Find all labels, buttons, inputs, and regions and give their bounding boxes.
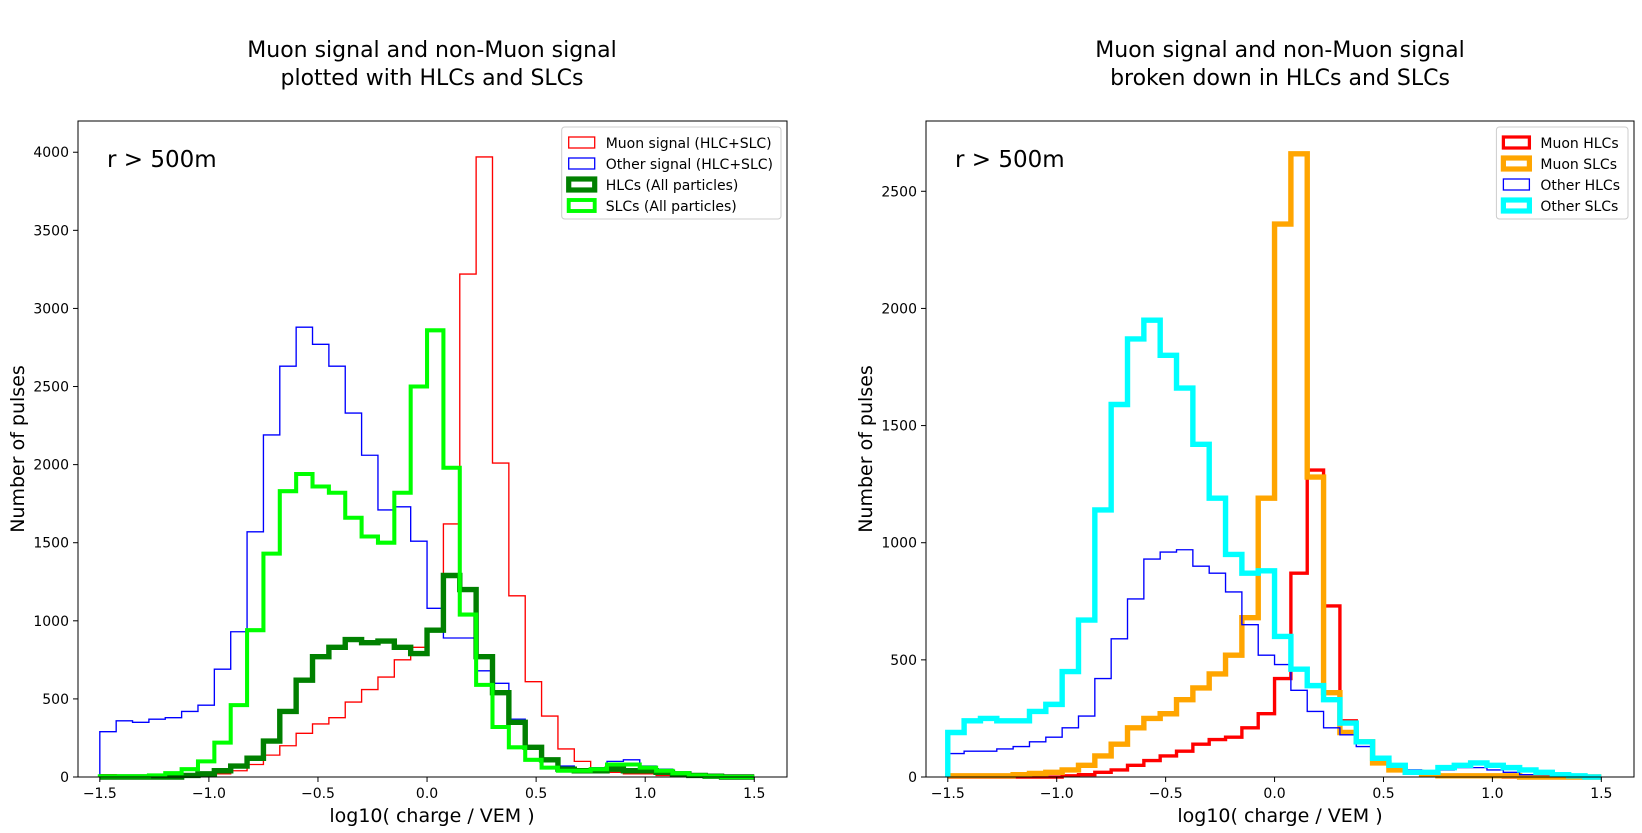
left-histogram-series-group xyxy=(97,156,755,780)
x-tick-label: 0.0 xyxy=(1263,786,1285,802)
y-tick-label: 3500 xyxy=(33,223,69,239)
left-plot-area xyxy=(78,121,787,777)
left-y-axis-label: Number of pulses xyxy=(7,365,29,533)
legend-swatch xyxy=(1502,178,1531,191)
y-tick-label: 2000 xyxy=(881,301,917,317)
legend-label: Other SLCs xyxy=(1540,199,1618,215)
left-x-axis-label: log10( charge / VEM ) xyxy=(329,805,534,827)
legend-swatch xyxy=(1500,197,1532,214)
histogram-series-2 xyxy=(947,549,1602,778)
right-annotation-text: r > 500m xyxy=(955,147,1065,173)
x-tick-label: 1.0 xyxy=(1481,786,1503,802)
left-annotation-text: r > 500m xyxy=(107,147,217,173)
left-legend: Muon signal (HLC+SLC) Other signal (HLC+S… xyxy=(561,126,782,220)
x-tick-label: −0.5 xyxy=(301,786,335,802)
legend-swatch xyxy=(568,157,596,170)
y-tick-label: 4000 xyxy=(33,145,69,161)
y-tick-label: 2500 xyxy=(881,184,917,200)
x-tick-label: 1.0 xyxy=(634,786,656,802)
y-tick-label: 2000 xyxy=(33,458,69,474)
histogram-series-3 xyxy=(97,328,755,780)
legend-label: HLCs (All particles) xyxy=(606,178,739,194)
x-tick-label: 1.5 xyxy=(1590,786,1612,802)
x-tick-label: −1.5 xyxy=(931,786,965,802)
y-tick-label: 3000 xyxy=(33,301,69,317)
right-y-axis-label: Number of pulses xyxy=(855,365,877,533)
legend-swatch xyxy=(566,198,597,213)
x-tick-label: −1.0 xyxy=(192,786,226,802)
legend-swatch xyxy=(1501,135,1532,150)
legend-box xyxy=(1495,126,1629,220)
left-chart-title-line-1: Muon signal and non-Muon signal xyxy=(247,38,616,63)
legend-label: Other signal (HLC+SLC) xyxy=(606,157,773,173)
right-chart-panel: Muon signal and non-Muon signal broken d… xyxy=(855,38,1635,827)
x-tick-label: 0.5 xyxy=(1372,786,1394,802)
legend-box xyxy=(561,126,782,220)
y-tick-label: 1000 xyxy=(33,614,69,630)
left-chart-title-line-2: plotted with HLCs and SLCs xyxy=(281,66,584,91)
right-legend: Muon HLCs Muon SLCs Other HLCs Other SLCs xyxy=(1495,126,1629,220)
y-tick-label: 2500 xyxy=(33,380,69,396)
legend-swatch xyxy=(568,136,596,149)
left-x-ticks: −1.5 −1.0 −0.5 0.0 0.5 1.0 1.5 xyxy=(83,777,765,802)
right-x-ticks: −1.5 −1.0 −0.5 0.0 0.5 1.0 1.5 xyxy=(931,777,1612,802)
histogram-series-1 xyxy=(945,151,1602,780)
legend-label: SLCs (All particles) xyxy=(606,199,737,215)
legend-label: Muon SLCs xyxy=(1540,157,1617,173)
right-x-axis-label: log10( charge / VEM ) xyxy=(1177,805,1382,827)
y-tick-label: 500 xyxy=(890,653,917,669)
right-chart-title-line-1: Muon signal and non-Muon signal xyxy=(1095,38,1464,63)
left-y-ticks: 0 500 1000 1500 2000 2500 3000 3500 4000 xyxy=(33,145,78,786)
legend-label: Other HLCs xyxy=(1540,178,1620,194)
y-tick-label: 500 xyxy=(42,692,69,708)
right-plot-area xyxy=(926,121,1634,777)
right-histogram-series-group xyxy=(945,151,1602,780)
x-tick-label: −0.5 xyxy=(1149,786,1183,802)
right-chart-title-line-2: broken down in HLCs and SLCs xyxy=(1110,66,1450,91)
y-tick-label: 1000 xyxy=(881,536,917,552)
legend-label: Muon signal (HLC+SLC) xyxy=(606,136,772,152)
left-chart-panel: Muon signal and non-Muon signal plotted … xyxy=(7,38,788,827)
y-tick-label: 0 xyxy=(60,770,69,786)
x-tick-label: 1.5 xyxy=(743,786,765,802)
right-y-ticks: 0 500 1000 1500 2000 2500 xyxy=(881,184,926,786)
histogram-series-2 xyxy=(99,572,755,780)
legend-label: Muon HLCs xyxy=(1540,136,1618,152)
legend-swatch xyxy=(566,176,598,193)
x-tick-label: −1.5 xyxy=(83,786,117,802)
x-tick-label: 0.0 xyxy=(416,786,438,802)
x-tick-label: −1.0 xyxy=(1040,786,1074,802)
left-plot-frame xyxy=(77,120,788,778)
y-tick-label: 0 xyxy=(908,770,917,786)
legend-swatch xyxy=(1500,155,1532,172)
y-tick-label: 1500 xyxy=(881,419,917,435)
y-tick-label: 1500 xyxy=(33,536,69,552)
right-plot-frame xyxy=(925,120,1635,778)
histogram-series-3 xyxy=(945,317,1602,780)
x-tick-label: 0.5 xyxy=(525,786,547,802)
